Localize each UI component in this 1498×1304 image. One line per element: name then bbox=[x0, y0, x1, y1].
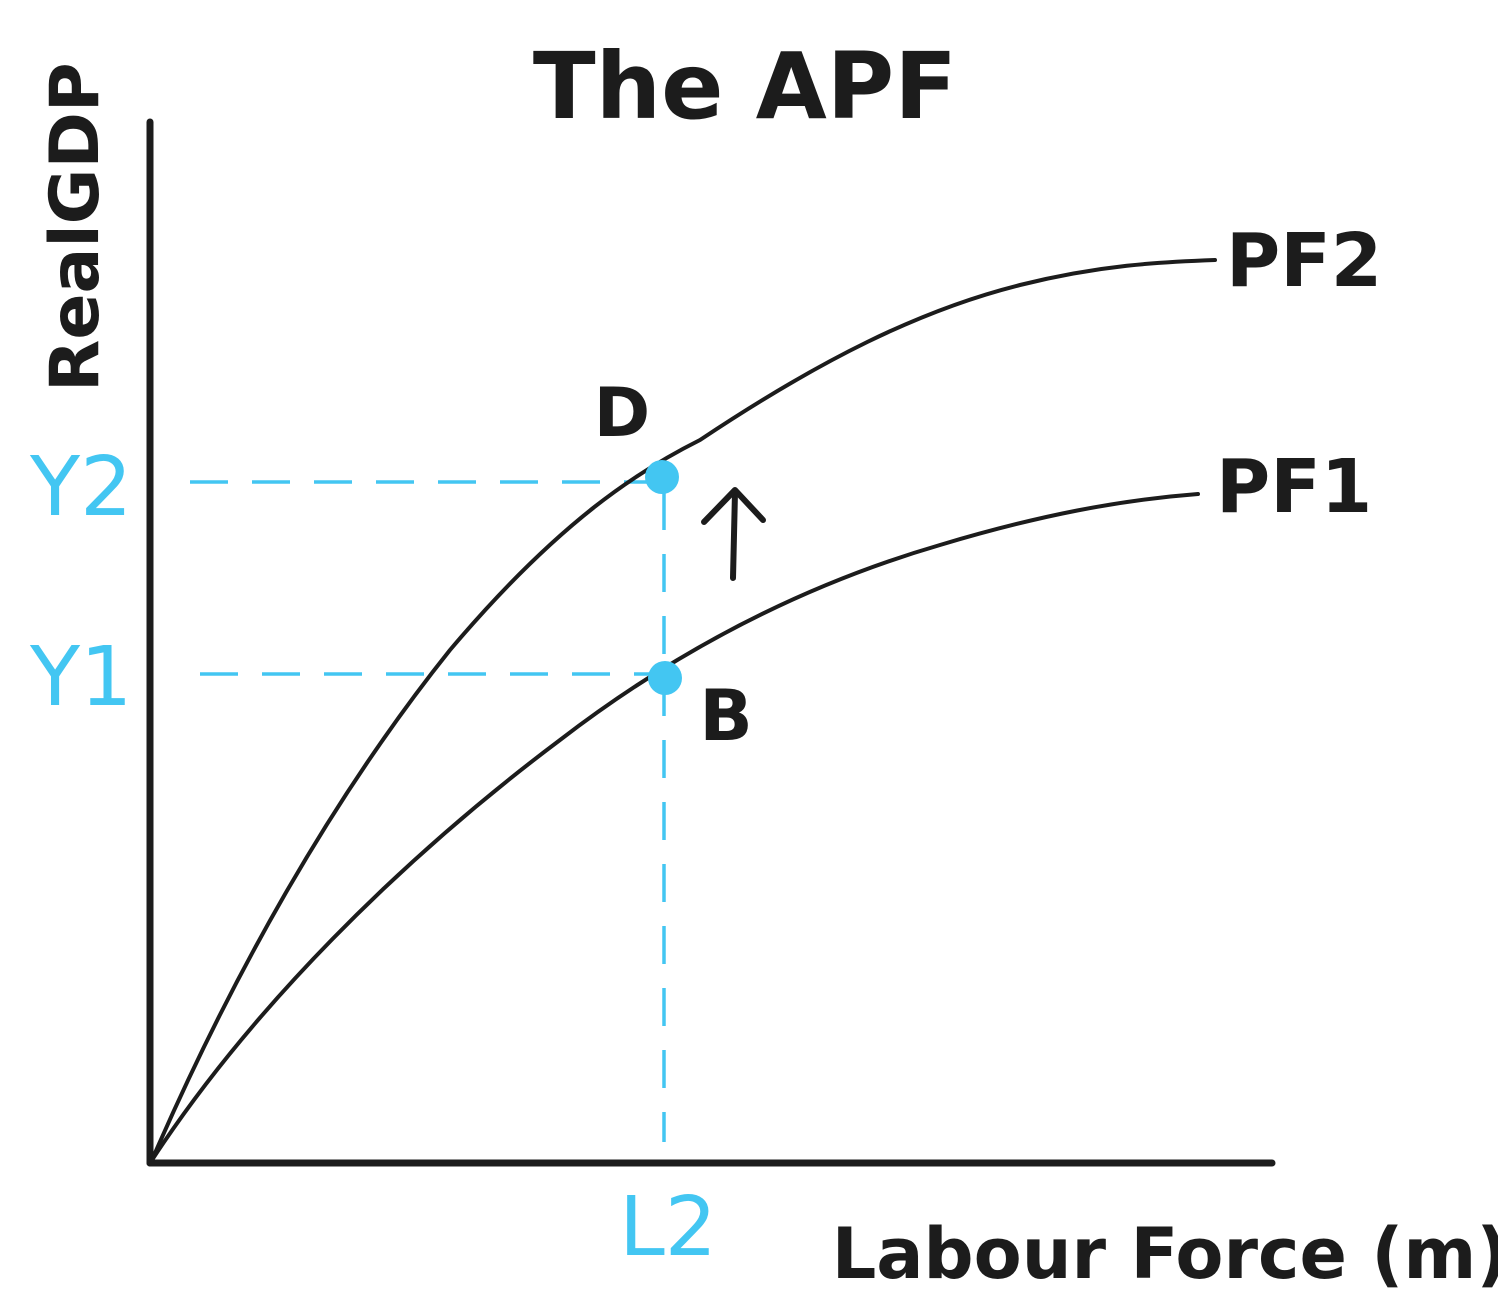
pf1-label: PF1 bbox=[1216, 444, 1372, 530]
point-d-marker bbox=[645, 460, 679, 494]
point-b-marker bbox=[648, 661, 682, 695]
x-axis-label: Labour Force (m) bbox=[832, 1213, 1498, 1295]
pf1-curve bbox=[150, 492, 1200, 1162]
arrow-up-icon bbox=[701, 487, 766, 581]
pf2-label: PF2 bbox=[1226, 218, 1382, 304]
point-d-label: D bbox=[594, 374, 650, 453]
y1-tick-label: Y1 bbox=[29, 630, 132, 725]
diagram-title: The APF bbox=[533, 33, 957, 140]
y2-tick-label: Y2 bbox=[29, 440, 132, 535]
l2-tick-label: L2 bbox=[619, 1180, 717, 1275]
pf2-curve bbox=[150, 258, 1217, 1162]
y-axis-label: RealGDP bbox=[36, 62, 115, 392]
point-b-label: B bbox=[699, 675, 752, 757]
